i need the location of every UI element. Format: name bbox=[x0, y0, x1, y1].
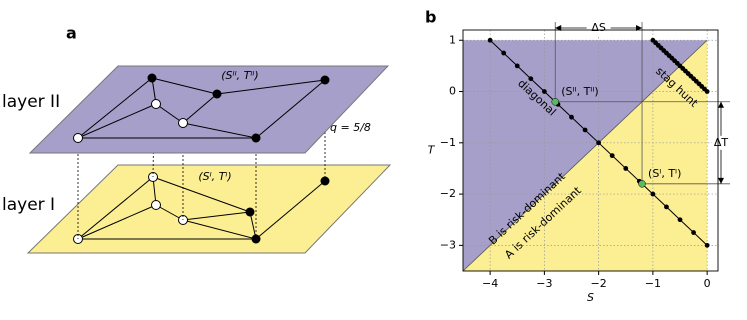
layer-plane bbox=[28, 65, 390, 154]
point-label: (Sᴵᴵ, Tᴵᴵ) bbox=[561, 85, 598, 98]
arrow-head bbox=[555, 25, 562, 31]
y-tick-label: 0 bbox=[449, 85, 456, 98]
x-tick-label: 0 bbox=[704, 277, 711, 290]
data-point bbox=[704, 242, 710, 248]
y-tick-label: −1 bbox=[440, 136, 456, 149]
data-point bbox=[677, 217, 683, 223]
delta-label: ΔS bbox=[591, 21, 606, 34]
layer-plane bbox=[26, 164, 392, 254]
x-tick-label: −3 bbox=[536, 277, 552, 290]
data-point bbox=[650, 191, 656, 197]
panel-label: a bbox=[66, 24, 77, 43]
data-point bbox=[664, 204, 669, 210]
layer-label: layer I bbox=[2, 195, 55, 215]
arrow-head bbox=[718, 101, 724, 108]
data-point bbox=[609, 153, 615, 159]
y-axis-label: T bbox=[428, 144, 436, 157]
arrow-head bbox=[636, 25, 643, 31]
panel-b: −4 −3 −2 −1 0−3−2−101(Sᴵᴵ, Tᴵᴵ)(Sᴵ, Tᴵ)ΔSΔTd… bbox=[428, 21, 730, 304]
panel-a: a layer I bbox=[2, 24, 392, 254]
x-axis-label: S bbox=[587, 291, 594, 304]
data-point bbox=[514, 63, 520, 69]
y-tick-label: −2 bbox=[440, 187, 456, 200]
data-point bbox=[569, 114, 574, 120]
data-point bbox=[487, 37, 493, 43]
panel-label: b bbox=[425, 8, 436, 27]
y-tick-label: 1 bbox=[449, 33, 456, 46]
data-point bbox=[596, 140, 602, 146]
data-point bbox=[501, 50, 507, 56]
data-point bbox=[582, 127, 588, 133]
y-tick-label: −3 bbox=[440, 238, 456, 251]
arrow-head bbox=[718, 177, 724, 184]
data-point bbox=[623, 166, 629, 171]
layer-label: layer II bbox=[2, 92, 60, 112]
risk-boundary bbox=[462, 39, 708, 272]
layer-payoff: (Sᴵ, Tᴵ) bbox=[198, 170, 231, 183]
data-point bbox=[704, 89, 710, 94]
data-point bbox=[528, 76, 534, 82]
point-label: (Sᴵ, Tᴵ) bbox=[648, 167, 681, 180]
q-label: q = 5/8 bbox=[330, 121, 371, 134]
delta-label: ΔT bbox=[714, 136, 729, 149]
x-tick-label: −2 bbox=[591, 277, 607, 290]
highlight-point bbox=[638, 180, 646, 188]
layer-payoff: (Sᴵᴵ, Tᴵᴵ) bbox=[221, 69, 258, 82]
data-point bbox=[541, 89, 547, 94]
label-bg bbox=[712, 135, 730, 150]
data-point bbox=[691, 230, 696, 235]
x-tick-label: −1 bbox=[645, 277, 661, 290]
highlight-point bbox=[551, 98, 559, 106]
plot-frame bbox=[462, 29, 719, 272]
layer-graph bbox=[73, 73, 330, 143]
x-tick-label: −4 bbox=[482, 277, 498, 290]
label-bg bbox=[586, 21, 611, 35]
